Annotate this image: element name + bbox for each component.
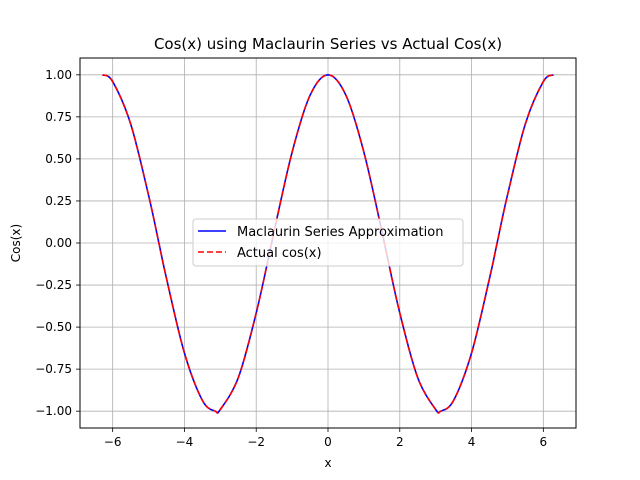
x-tick-label: −6 — [104, 435, 122, 449]
y-tick-label: 0.75 — [45, 110, 72, 124]
y-tick-label: −0.75 — [35, 362, 72, 376]
ticks: −6 −4 −2 0 2 4 6 −1.00 −0.75 −0.50 −0.25 0.00 0.25 0.… — [35, 68, 547, 449]
y-tick-label: 0.50 — [45, 152, 72, 166]
x-tick-label: 0 — [324, 435, 332, 449]
x-tick-label: −2 — [247, 435, 265, 449]
x-axis-label: x — [324, 456, 331, 470]
chart-title: Cos(x) using Maclaurin Series vs Actual … — [154, 35, 502, 53]
x-tick-label: 6 — [540, 435, 548, 449]
y-tick-label: −1.00 — [35, 404, 72, 418]
y-tick-label: 0.00 — [45, 236, 72, 250]
y-axis-label: Cos(x) — [9, 224, 23, 262]
x-tick-label: −4 — [176, 435, 194, 449]
x-tick-label: 4 — [468, 435, 476, 449]
legend-label-actual: Actual cos(x) — [237, 246, 322, 261]
y-tick-label: 1.00 — [45, 68, 72, 82]
legend-label-maclaurin: Maclaurin Series Approximation — [237, 225, 443, 240]
series-layer — [102, 74, 554, 414]
series-line-maclaurin — [102, 74, 554, 414]
y-tick-label: −0.50 — [35, 320, 72, 334]
y-tick-label: −0.25 — [35, 278, 72, 292]
legend-box — [192, 218, 464, 267]
x-tick-label: 2 — [396, 435, 404, 449]
legend: Maclaurin Series Approximation Actual co… — [192, 218, 464, 267]
y-tick-label: 0.25 — [45, 194, 72, 208]
